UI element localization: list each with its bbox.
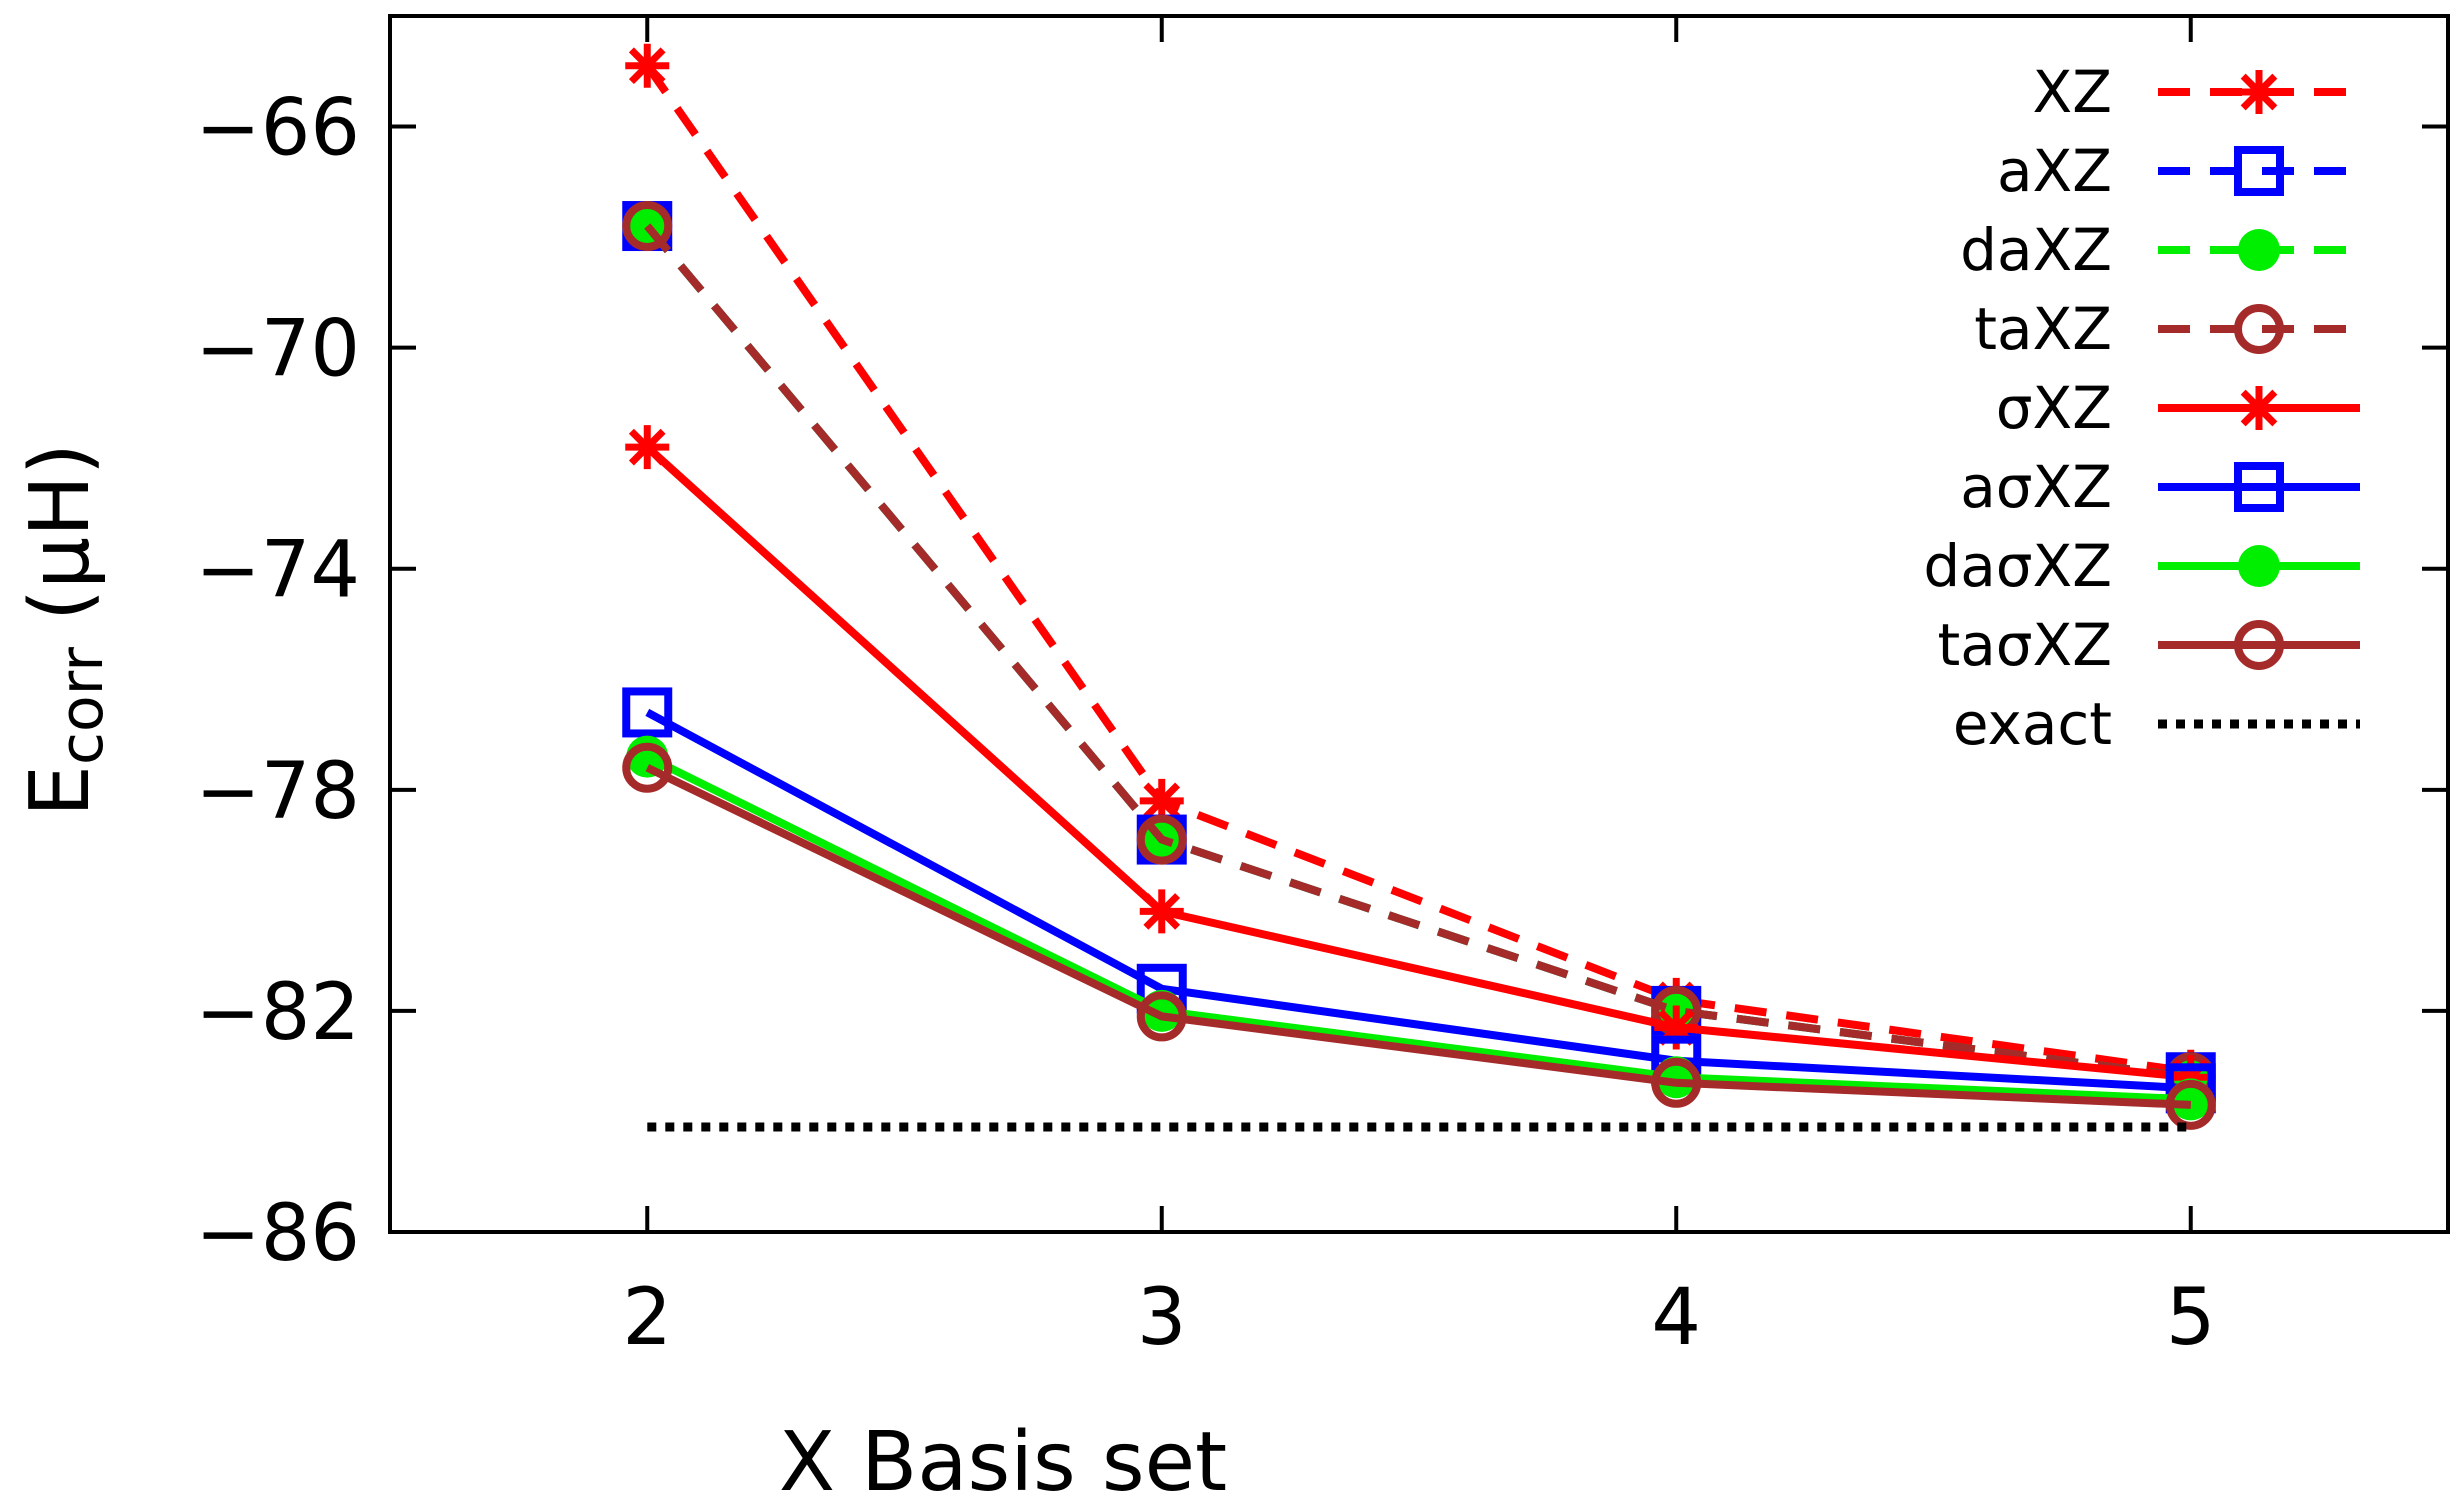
series-4: [625, 425, 2213, 1100]
data-point-4-0: [625, 425, 670, 470]
legend-marker-4: [2237, 386, 2281, 430]
legend-entry-0: XZ: [2033, 58, 2360, 126]
legend-entry-1: aXZ: [1997, 137, 2360, 205]
data-point-0-1-stroke: [1143, 782, 1181, 820]
legend-marker-0: [2237, 70, 2281, 114]
legend-label-7: taσXZ: [1937, 611, 2112, 679]
legend-marker-6: [2238, 545, 2280, 587]
data-point-4-1: [1139, 889, 1184, 934]
series-line-3: [644, 223, 2192, 1082]
data-point-4-0-stroke: [628, 428, 666, 466]
legend-label-3: taXZ: [1974, 295, 2112, 363]
legend-entry-5: aσXZ: [1960, 453, 2360, 521]
legend-marker-0-stroke: [2240, 73, 2278, 111]
legend-entry-7: taσXZ: [1937, 611, 2360, 679]
legend-marker-3: [2234, 304, 2284, 354]
legend-entry-8: exact: [1953, 690, 2360, 758]
data-point-3-1: [1136, 814, 1187, 865]
y-tick-label: −86: [195, 1189, 360, 1279]
series-line-6: [645, 753, 2191, 1104]
legend-entry-3: taXZ: [1974, 295, 2360, 363]
legend-marker-4-stroke: [2240, 389, 2278, 427]
data-point-7-0: [622, 742, 673, 793]
y-tick-label: −66: [195, 84, 360, 174]
legend-label-1: aXZ: [1997, 137, 2112, 205]
legend-label-6: daσXZ: [1923, 532, 2112, 600]
legend-label-5: aσXZ: [1960, 453, 2112, 521]
series-7: [622, 742, 2216, 1130]
data-point-5-0: [622, 687, 673, 738]
series-line-0: [644, 63, 2192, 1076]
x-axis-title: X Basis set: [779, 1415, 1227, 1506]
data-point-7-2: [1651, 1057, 1702, 1108]
legend-marker-1: [2234, 146, 2284, 196]
y-axis-title-unit: (μH): [13, 443, 108, 647]
axes-group: −66 −70 −74 −78 −82 −86 2 3 4 5: [195, 14, 2450, 1363]
legend-label-4: σXZ: [1996, 374, 2112, 442]
y-axis-title-sub: corr: [47, 647, 117, 765]
series-line-5: [645, 708, 2192, 1093]
y-tick-label: −70: [195, 305, 360, 395]
y-axis-title-main: E: [13, 765, 108, 817]
series-group: [622, 43, 2216, 1132]
data-point-0-0: [625, 43, 670, 88]
y-tick-label: −74: [195, 526, 360, 616]
legend: XZ aXZ daXZ taXZ σXZ aσXZ daσXZ taσXZ exact: [1923, 58, 2360, 758]
y-axis-title: Ecorr (μH): [13, 443, 117, 817]
x-tick-label: 4: [1651, 1273, 1701, 1363]
data-point-3-0: [622, 201, 673, 252]
plot-frame: [388, 14, 2450, 1234]
legend-label-8: exact: [1953, 690, 2112, 758]
x-tick-label: 5: [2166, 1273, 2216, 1363]
series-line-4: [644, 444, 2192, 1082]
legend-entry-2: daXZ: [1960, 216, 2360, 284]
legend-entry-4: σXZ: [1996, 374, 2360, 442]
data-point-7-3: [2165, 1079, 2216, 1130]
y-tick-label: −82: [195, 968, 360, 1058]
legend-marker-5: [2234, 462, 2284, 512]
legend-marker-2: [2238, 229, 2280, 271]
x-tick-label: 3: [1137, 1273, 1187, 1363]
data-point-4-1-stroke: [1143, 893, 1181, 930]
legend-label-0: XZ: [2033, 58, 2112, 126]
y-tick-label: −78: [195, 747, 360, 837]
legend-marker-7: [2234, 620, 2284, 670]
data-point-7-1: [1136, 991, 1187, 1042]
data-point-0-0-stroke: [628, 47, 666, 85]
legend-label-2: daXZ: [1960, 216, 2112, 284]
x-tick-label: 2: [622, 1273, 672, 1363]
legend-entry-6: daσXZ: [1923, 532, 2360, 600]
series-line-7: [645, 764, 2191, 1109]
